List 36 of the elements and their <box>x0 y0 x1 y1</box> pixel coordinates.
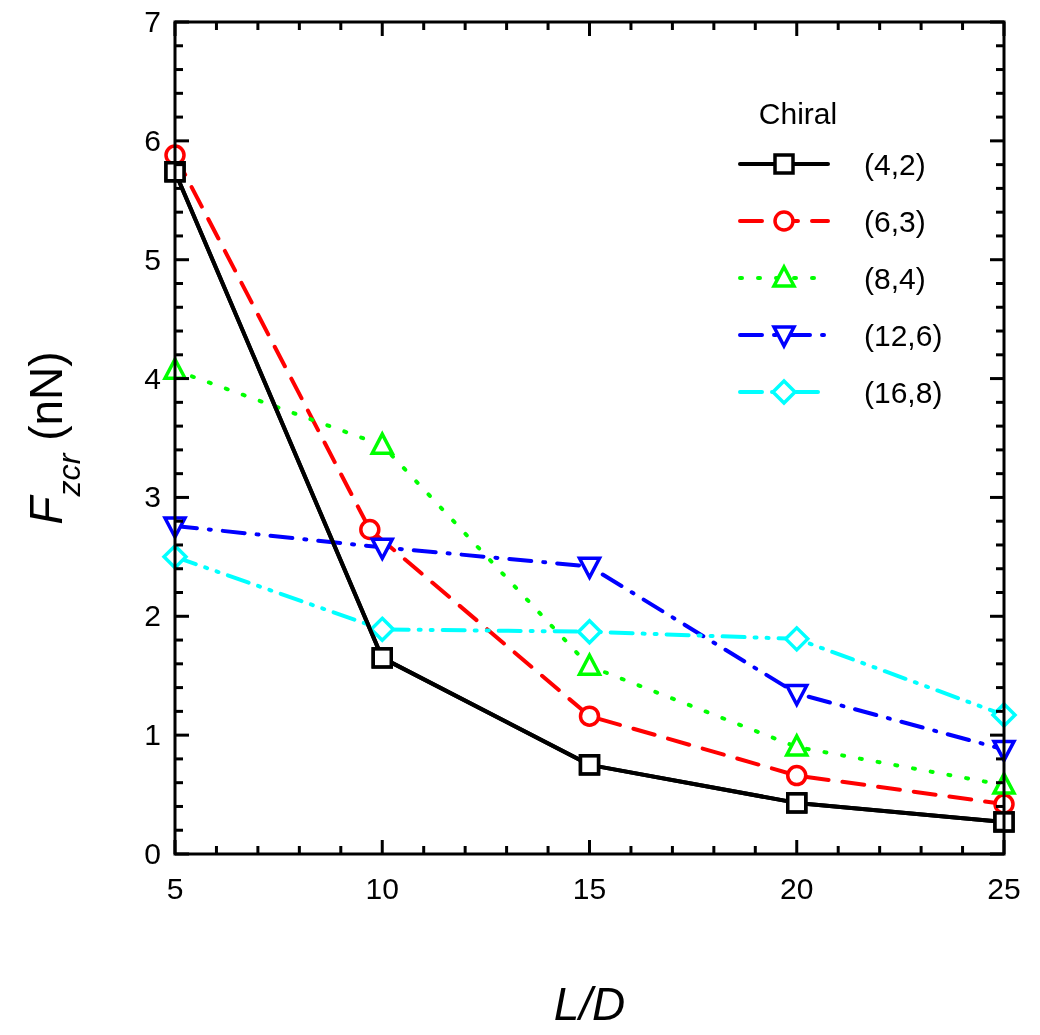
point <box>370 537 394 561</box>
y-tick-label: 1 <box>144 718 161 752</box>
legend-label: (12,6) <box>864 319 943 352</box>
point <box>993 811 1015 833</box>
legend-label: (16,8) <box>864 376 943 409</box>
x-tick-label: 15 <box>572 872 607 905</box>
y-tick-label: 5 <box>144 242 161 276</box>
y-tick-label: 0 <box>144 837 161 870</box>
point <box>578 705 601 727</box>
point <box>164 161 186 183</box>
point <box>578 754 601 776</box>
point <box>576 618 603 645</box>
point <box>371 647 393 669</box>
point <box>786 792 808 814</box>
point <box>369 616 395 643</box>
y-tick-label: 7 <box>144 5 161 38</box>
x-axis-title: L/D <box>553 978 626 1030</box>
point <box>784 626 810 652</box>
x-tick-label: 5 <box>166 872 184 905</box>
point <box>370 432 394 455</box>
legend-label: (4,2) <box>864 148 926 181</box>
y-tick-label: 2 <box>144 599 161 633</box>
x-tick-label: 10 <box>365 872 399 905</box>
point <box>577 556 602 580</box>
point <box>786 764 808 787</box>
point <box>785 734 809 757</box>
x-tick-label: 20 <box>780 872 814 905</box>
y-tick-label: 3 <box>144 480 161 514</box>
legend-title: Chiral <box>758 97 838 130</box>
legend-label: (6,3) <box>864 205 926 238</box>
legend-label: (8,4) <box>864 262 926 295</box>
point <box>359 518 381 541</box>
point <box>577 653 602 676</box>
y-tick-label: 6 <box>144 123 161 157</box>
y-tick-label: 4 <box>144 361 161 395</box>
x-tick-label: 25 <box>987 872 1021 905</box>
